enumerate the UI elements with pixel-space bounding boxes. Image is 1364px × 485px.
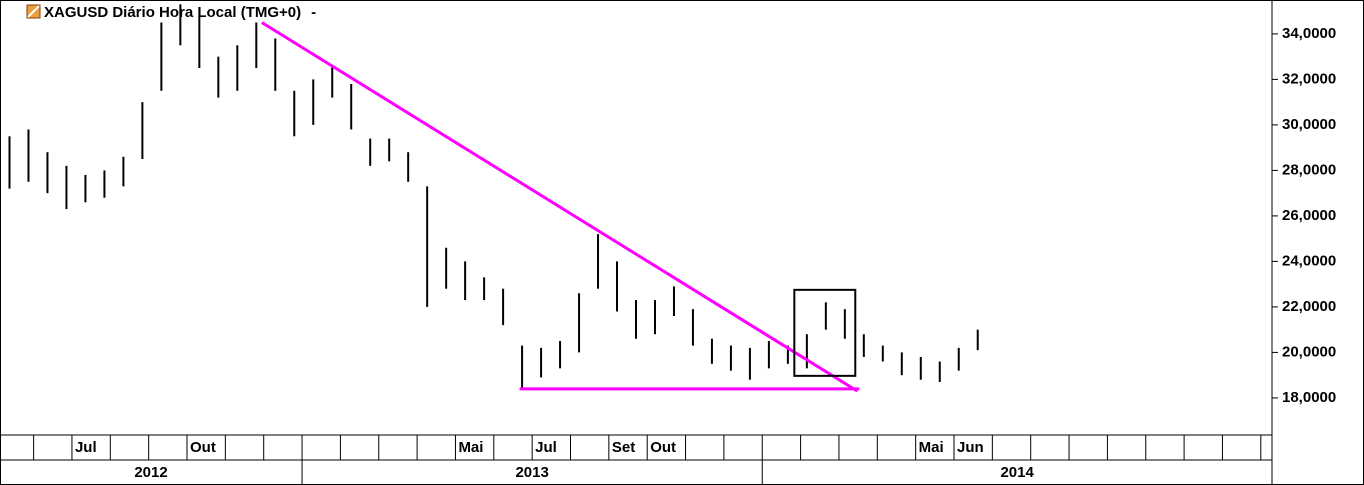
chart-title: XAGUSD Diário Hora Local (TMG+0) — [44, 4, 301, 21]
y-tick-label: 30,0000 — [1282, 116, 1336, 133]
x-tick-label: Mai — [458, 439, 483, 456]
year-label: 2013 — [515, 464, 548, 481]
y-tick-label: 32,0000 — [1282, 70, 1336, 87]
trendline — [261, 21, 859, 393]
year-label: 2014 — [1000, 464, 1034, 481]
x-tick-label: Out — [650, 439, 676, 456]
icon — [27, 5, 40, 18]
x-tick-label: Mai — [919, 439, 944, 456]
x-tick-label: Set — [612, 439, 635, 456]
y-tick-label: 22,0000 — [1282, 298, 1336, 315]
x-tick-label: Jul — [535, 439, 557, 456]
y-tick-label: 28,0000 — [1282, 161, 1336, 178]
x-tick-label: Out — [190, 439, 216, 456]
y-tick-label: 24,0000 — [1282, 252, 1336, 269]
x-tick-label: Jun — [957, 439, 984, 456]
y-tick-label: 18,0000 — [1282, 389, 1336, 406]
y-tick-label: 34,0000 — [1282, 25, 1336, 42]
y-tick-label: 26,0000 — [1282, 207, 1336, 224]
title-suffix: - — [311, 4, 316, 21]
year-label: 2012 — [134, 464, 167, 481]
highlight-box — [793, 288, 857, 377]
y-tick-label: 20,0000 — [1282, 343, 1336, 360]
x-tick-label: Jul — [75, 439, 97, 456]
